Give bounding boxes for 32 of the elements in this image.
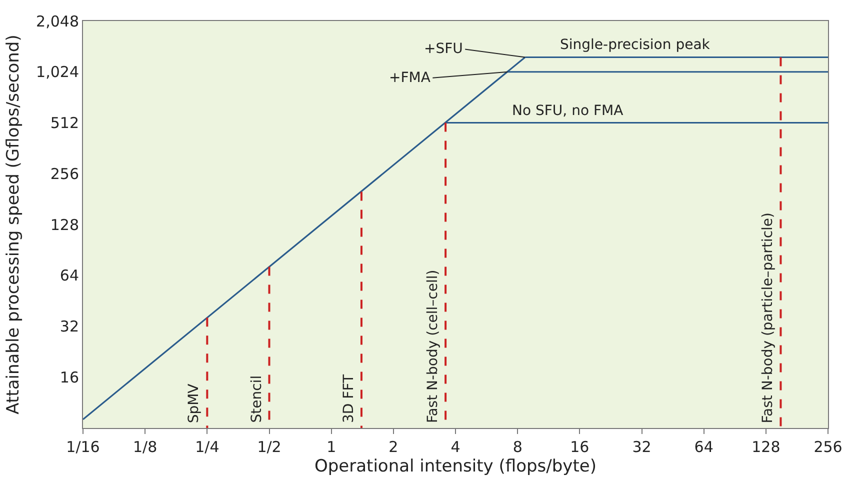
annotation: Single-precision peak (560, 37, 711, 53)
y-tick-label: 64 (60, 266, 79, 285)
x-tick-label: 1/4 (195, 438, 220, 456)
annotation: Fast N-body (particle–particle) (760, 212, 776, 424)
x-tick-label: 256 (814, 438, 842, 456)
x-tick-label: 2 (388, 438, 398, 456)
x-tick-label: 128 (752, 438, 780, 456)
annotation: +FMA (389, 70, 431, 86)
y-tick-label: 16 (60, 368, 79, 386)
y-tick-label: 32 (60, 318, 79, 336)
x-axis-title: Operational intensity (flops/byte) (314, 456, 596, 476)
x-tick-label: 4 (450, 438, 460, 456)
annotation: +SFU (424, 41, 463, 57)
x-tick-label: 16 (570, 438, 590, 456)
y-tick-label: 256 (50, 164, 79, 183)
x-tick-label: 8 (512, 438, 522, 456)
annotation: Fast N-body (cell–cell) (425, 270, 442, 424)
y-tick-label: 2,048 (36, 12, 79, 30)
annotation: SpMV (186, 383, 202, 424)
y-tick-label: 512 (50, 114, 79, 132)
y-axis-title: Attainable processing speed (Gflops/second) (4, 34, 24, 414)
y-tick-label: 1,024 (36, 63, 79, 82)
annotation: Stencil (248, 375, 265, 423)
annotation: No SFU, no FMA (512, 103, 624, 119)
x-tick-label: 1/16 (66, 438, 100, 456)
x-tick-label: 1 (326, 438, 336, 456)
y-tick-label: 128 (50, 216, 79, 234)
x-tick-label: 1/2 (257, 438, 282, 456)
x-tick-label: 64 (694, 438, 714, 456)
x-tick-label: 32 (632, 438, 652, 456)
annotation: 3D FFT (340, 374, 357, 423)
x-tick-label: 1/8 (133, 438, 158, 456)
